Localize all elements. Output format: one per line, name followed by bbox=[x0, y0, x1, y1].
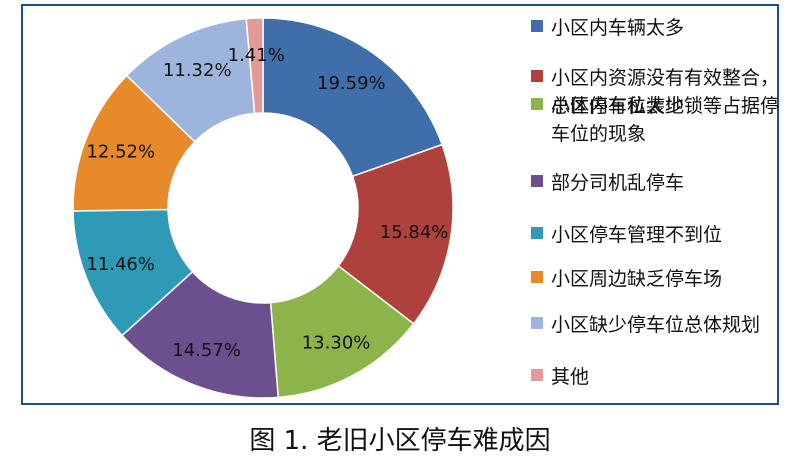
donut-slice-8 bbox=[245, 17, 264, 115]
slice-label-6: 12.52% bbox=[86, 142, 155, 163]
figure-caption: 图 1. 老旧小区停车难成因 bbox=[249, 426, 551, 456]
legend-swatch-1 bbox=[531, 20, 543, 32]
slice-label-4: 14.57% bbox=[172, 340, 241, 361]
chart-frame: 19.59% 15.84% 13.30% 14.57% 11.46% 12.52% 11.3… bbox=[21, 4, 779, 405]
legend-swatch-7 bbox=[531, 317, 543, 329]
legend-label-8: 其他 bbox=[551, 366, 590, 388]
legend-swatch-5 bbox=[531, 227, 543, 239]
slice-label-3: 13.30% bbox=[302, 332, 371, 353]
legend-swatch-8 bbox=[531, 369, 543, 381]
slice-label-8: 1.41% bbox=[228, 45, 285, 66]
legend-swatch-3 bbox=[531, 98, 543, 110]
legend-swatch-6 bbox=[531, 271, 543, 283]
legend-label-7: 小区缺少停车位总体规划 bbox=[551, 314, 761, 336]
legend-label-5: 小区停车管理不到位 bbox=[551, 224, 723, 246]
donut-slice-1 bbox=[262, 17, 444, 178]
slice-label-1: 19.59% bbox=[317, 73, 386, 94]
slice-label-7: 11.32% bbox=[163, 60, 232, 81]
legend-label-1: 小区内车辆太多 bbox=[551, 17, 685, 39]
legend-label-2: 小区内资源没有有效整合，总体停车位太少 bbox=[551, 67, 780, 117]
donut-slice-2 bbox=[337, 143, 454, 325]
legend-label-4: 部分司机乱停车 bbox=[551, 172, 685, 194]
legend-swatch-2 bbox=[531, 70, 543, 82]
legend-swatch-4 bbox=[531, 175, 543, 187]
slice-label-2: 15.84% bbox=[380, 222, 449, 243]
legend-label-3: 小区内有私装地锁等占据停车位的现象 bbox=[551, 95, 780, 145]
slice-label-5: 11.46% bbox=[86, 254, 155, 275]
donut-chart: 19.59% 15.84% 13.30% 14.57% 11.46% 12.52% 11.3… bbox=[72, 17, 454, 399]
donut-slice-4 bbox=[121, 270, 280, 399]
legend-label-6: 小区周边缺乏停车场 bbox=[551, 268, 723, 290]
